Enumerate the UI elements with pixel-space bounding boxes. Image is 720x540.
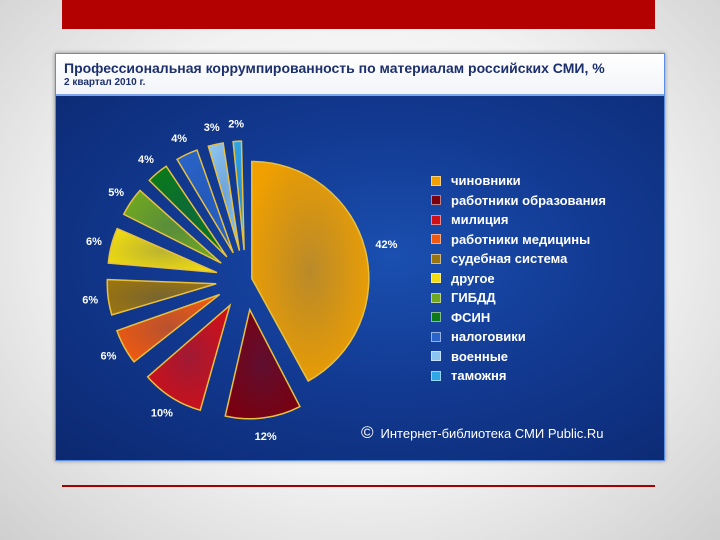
legend-label: военные (451, 348, 509, 364)
legend-swatch (431, 351, 441, 362)
legend-swatch (431, 175, 441, 186)
bottom-divider (62, 485, 655, 487)
value-label-судебная-система: 6% (82, 295, 98, 307)
value-label-другое: 6% (86, 236, 102, 248)
legend-label: судебная система (451, 251, 568, 267)
legend-swatch (431, 214, 441, 225)
legend-label: другое (451, 270, 495, 286)
legend-label: работники медицины (451, 231, 591, 247)
legend-swatch (431, 331, 441, 342)
legend-item-работники-медицины: работники медицины (431, 230, 606, 250)
chart-subtitle: 2 квартал 2010 г. (64, 77, 146, 88)
chart-legend: чиновники работники образования милиция раб… (431, 171, 606, 386)
pie-slice-гибдд (122, 189, 222, 264)
value-label-гибдд: 5% (108, 187, 124, 199)
legend-swatch (431, 273, 441, 284)
pie-slice-налоговики (176, 149, 234, 254)
pie-slice-работники-образования (224, 307, 301, 420)
legend-item-гибдд: ГИБДД (431, 288, 606, 308)
value-label-фсин: 4% (138, 154, 154, 166)
credit-text: Интернет-библиотека СМИ Public.Ru (380, 425, 604, 441)
legend-swatch (431, 253, 441, 264)
pie-slice-работники-медицины (115, 293, 221, 363)
pie-slice-военные (207, 142, 241, 251)
legend-item-военные: военные (431, 347, 606, 367)
chart-title: Профессиональная коррумпированность по м… (64, 60, 605, 76)
legend-label: ФСИН (451, 309, 491, 325)
legend-item-работники-образования: работники образования (431, 191, 606, 211)
legend-item-чиновники: чиновники (431, 171, 606, 191)
legend-label: налоговики (451, 329, 526, 345)
pie-slice-чиновники (251, 160, 370, 383)
value-label-военные: 3% (204, 122, 220, 134)
value-label-чиновники: 42% (375, 239, 397, 251)
legend-swatch (431, 234, 441, 245)
pie-slice-милиция (146, 303, 232, 412)
pie-slice-судебная-система (106, 278, 217, 316)
pie-chart: 42% 12% 10% 6% 6% 6% 5% 4% 4% 3% 2% (82, 118, 397, 443)
legend-label: чиновники (451, 173, 521, 189)
legend-swatch (431, 370, 441, 381)
value-label-работники-образования: 12% (255, 431, 277, 443)
legend-label: таможня (451, 368, 507, 384)
legend-label: ГИБДД (451, 290, 496, 306)
legend-swatch (431, 292, 441, 303)
pie-slice-другое (107, 227, 218, 274)
legend-label: милиция (451, 212, 509, 228)
value-label-милиция: 10% (151, 408, 173, 420)
legend-item-фсин: ФСИН (431, 308, 606, 328)
legend-item-судебная-система: судебная система (431, 249, 606, 269)
value-label-таможня: 2% (228, 118, 244, 130)
legend-swatch (431, 312, 441, 323)
title-box: Профессиональная коррумпированность по м… (56, 54, 664, 96)
value-label-работники-медицины: 6% (100, 351, 116, 363)
pie-slice-таможня (232, 140, 245, 251)
legend-swatch (431, 195, 441, 206)
legend-item-другое: другое (431, 269, 606, 289)
legend-label: работники образования (451, 192, 606, 208)
legend-item-милиция: милиция (431, 210, 606, 230)
top-accent-bar (62, 0, 655, 29)
pie-slice-фсин (148, 165, 228, 258)
legend-item-налоговики: налоговики (431, 327, 606, 347)
value-label-налоговики: 4% (171, 133, 187, 145)
chart-panel: Профессиональная коррумпированность по м… (55, 53, 665, 461)
copyright-icon: © (361, 423, 374, 442)
source-credit: © Интернет-библиотека СМИ Public.Ru (361, 423, 603, 443)
legend-item-таможня: таможня (431, 366, 606, 386)
